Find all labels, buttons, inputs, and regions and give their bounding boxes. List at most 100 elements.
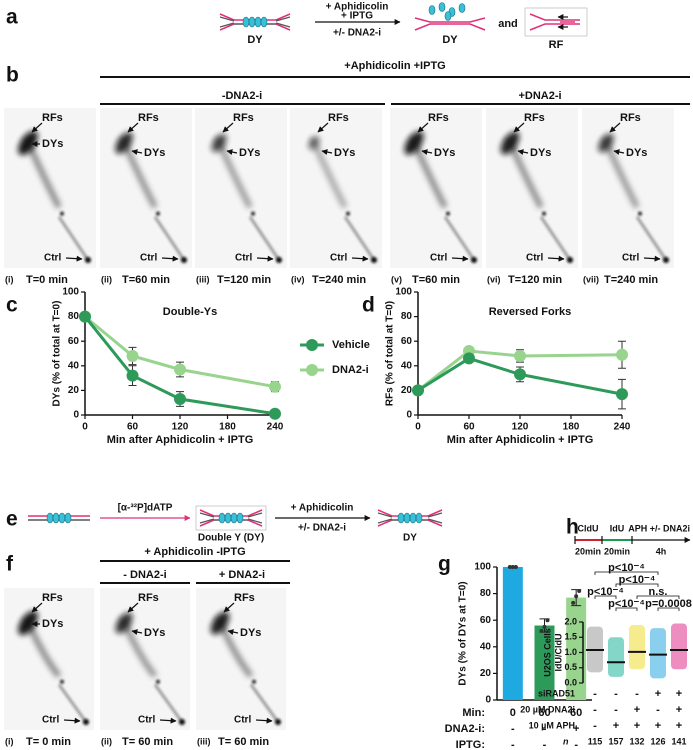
treatment: + Aphidicolin [326, 2, 389, 13]
smear [443, 215, 476, 261]
bar [502, 567, 523, 700]
lane-time: T=120 min [217, 274, 271, 286]
lane-index: (vii) [583, 274, 599, 284]
rfs-label: RFs [233, 112, 254, 124]
arrow [31, 602, 43, 613]
dot [638, 211, 642, 216]
ctrl-spot [181, 257, 187, 263]
data-point [571, 600, 576, 605]
legend-marker [306, 364, 318, 376]
lane-index: (ii) [101, 274, 112, 284]
row-value: - [656, 704, 660, 716]
lane-index: (iii) [196, 274, 210, 284]
ctrl-spot [663, 257, 669, 263]
ctrl-label: Ctrl [430, 253, 447, 264]
chart-title: Double-Ys [163, 306, 217, 318]
label: and [498, 18, 518, 30]
gel-signal [404, 131, 477, 263]
arrow [421, 149, 433, 156]
n-label: n [563, 736, 569, 746]
y-tick-label: 80 [68, 311, 80, 322]
y-tick-label: 60 [480, 615, 492, 626]
label: RF [549, 39, 564, 51]
p-value: p=0.0008 [645, 598, 692, 610]
ctrl-label: Ctrl [526, 253, 543, 264]
label: DY [247, 34, 263, 46]
row-value: + [613, 720, 619, 732]
dys-label: DYs [42, 138, 63, 150]
row-value: + [655, 688, 661, 700]
y-axis-label: U2OS Cells [542, 628, 552, 677]
lac-site [58, 512, 66, 524]
dot [252, 679, 256, 684]
y-tick-label: 0 [73, 410, 79, 421]
fork [219, 13, 291, 31]
arrow [222, 122, 234, 133]
data-cloud [608, 637, 624, 677]
legend-marker [306, 339, 318, 351]
row-value: + [676, 688, 682, 700]
ctrl-spot [471, 257, 477, 263]
x-tick-label: 0 [415, 422, 421, 433]
lac-site [52, 512, 60, 524]
arrow [31, 122, 43, 133]
y-axis-label: RFs (% of total at T=0) [385, 301, 396, 406]
arrow [513, 122, 525, 133]
row-value: - [511, 723, 515, 735]
y-tick-label: 1.5 [564, 632, 577, 642]
y-tick-label: 20 [68, 385, 80, 396]
arrow [317, 122, 329, 133]
point [269, 380, 281, 393]
fork [199, 512, 263, 524]
point [616, 348, 628, 361]
ctrl-spot [179, 719, 185, 725]
point [616, 388, 628, 401]
x-tick-label: 0 [82, 422, 88, 433]
ctrl-spot [567, 257, 573, 263]
lane-time: T= 0 min [26, 736, 71, 748]
x-tick-label: 120 [172, 422, 189, 433]
n-value: 141 [671, 736, 686, 746]
lane-time: T=0 min [26, 274, 68, 286]
row-value: - [593, 688, 597, 700]
arrow [161, 255, 179, 262]
row-label: Min: [462, 707, 485, 719]
y-tick-label: 0.0 [564, 677, 577, 687]
panel-label: e [6, 508, 18, 531]
gel-signal [210, 611, 281, 725]
p-value: p<10⁻⁴ [608, 562, 645, 574]
duration: 4h [656, 546, 667, 556]
ctrl-spot [371, 257, 377, 263]
bracket [657, 607, 680, 611]
lac-site [403, 512, 411, 524]
rfs-label: RFs [328, 112, 349, 124]
frame [524, 7, 588, 37]
y-tick-label: 2.0 [564, 616, 577, 626]
y-tick-label: 60 [68, 336, 80, 347]
bracket [615, 607, 638, 611]
ctrl-spot [85, 257, 91, 263]
dys-label: DYs [42, 618, 63, 630]
smear [153, 683, 184, 723]
reagent: [α-³²P]dATP [118, 503, 173, 514]
label: DY [442, 34, 458, 46]
p-value: p<10⁻⁴ [619, 574, 656, 586]
point [269, 407, 281, 420]
panel-label: d [362, 294, 375, 317]
dot [156, 679, 160, 684]
lane-index: (iii) [197, 736, 211, 746]
lac-site [64, 512, 72, 524]
lane-time: T= 60 min [122, 736, 173, 748]
lac-site [224, 512, 232, 524]
arrow [131, 149, 143, 156]
lane-time: T=60 min [122, 274, 170, 286]
arrow [321, 149, 333, 156]
smear [248, 215, 281, 261]
reversed-fork [529, 13, 580, 31]
fork [414, 17, 486, 31]
rfs-label: RFs [42, 592, 63, 604]
row-value: 0 [510, 707, 516, 719]
rfs-label: RFs [620, 112, 641, 124]
bracket [594, 595, 617, 599]
arrow [63, 717, 81, 724]
